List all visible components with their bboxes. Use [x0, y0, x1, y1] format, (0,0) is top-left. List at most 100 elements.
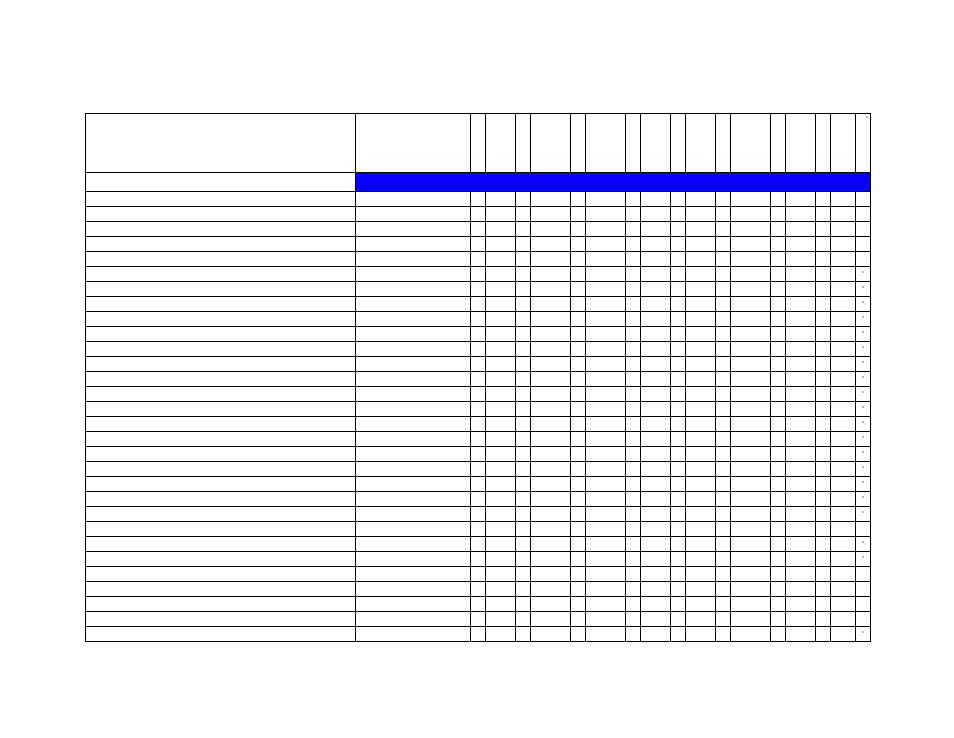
- cell[interactable]: [716, 387, 731, 402]
- cell[interactable]: [516, 357, 531, 372]
- cell[interactable]: [686, 342, 716, 357]
- cell[interactable]: [486, 477, 516, 492]
- cell[interactable]: [771, 357, 786, 372]
- cell[interactable]: [771, 387, 786, 402]
- header-cell[interactable]: [831, 114, 856, 173]
- cell[interactable]: [686, 252, 716, 267]
- cell[interactable]: [671, 402, 686, 417]
- cell[interactable]: [641, 462, 671, 477]
- cell[interactable]: [671, 612, 686, 627]
- cell[interactable]: °: [856, 312, 871, 327]
- cell[interactable]: [816, 297, 831, 312]
- cell[interactable]: [531, 492, 571, 507]
- cell[interactable]: [531, 327, 571, 342]
- cell[interactable]: [786, 552, 816, 567]
- cell[interactable]: [486, 267, 516, 282]
- cell[interactable]: [471, 627, 486, 642]
- cell[interactable]: [786, 417, 816, 432]
- cell[interactable]: [86, 522, 356, 537]
- cell[interactable]: [471, 297, 486, 312]
- cell[interactable]: [786, 522, 816, 537]
- cell[interactable]: [816, 312, 831, 327]
- cell[interactable]: [816, 522, 831, 537]
- cell[interactable]: [856, 597, 871, 612]
- cell[interactable]: [356, 612, 471, 627]
- cell[interactable]: °: [856, 627, 871, 642]
- cell[interactable]: [356, 417, 471, 432]
- cell[interactable]: [816, 417, 831, 432]
- cell[interactable]: [516, 342, 531, 357]
- cell[interactable]: [816, 537, 831, 552]
- cell[interactable]: [86, 567, 356, 582]
- cell[interactable]: [641, 597, 671, 612]
- cell[interactable]: [641, 507, 671, 522]
- cell[interactable]: [731, 327, 771, 342]
- cell[interactable]: [86, 327, 356, 342]
- cell[interactable]: [671, 582, 686, 597]
- cell[interactable]: [731, 237, 771, 252]
- cell[interactable]: [686, 312, 716, 327]
- cell[interactable]: [731, 282, 771, 297]
- cell[interactable]: [626, 597, 641, 612]
- cell[interactable]: [671, 282, 686, 297]
- cell[interactable]: [516, 432, 531, 447]
- cell[interactable]: [626, 522, 641, 537]
- cell[interactable]: [641, 342, 671, 357]
- cell[interactable]: [571, 357, 586, 372]
- cell[interactable]: [531, 477, 571, 492]
- cell[interactable]: [471, 387, 486, 402]
- cell[interactable]: [516, 192, 531, 207]
- cell[interactable]: [831, 597, 856, 612]
- cell[interactable]: [786, 567, 816, 582]
- cell[interactable]: [531, 507, 571, 522]
- cell[interactable]: [626, 402, 641, 417]
- cell[interactable]: [641, 252, 671, 267]
- cell[interactable]: [516, 417, 531, 432]
- cell[interactable]: [716, 552, 731, 567]
- cell[interactable]: [356, 402, 471, 417]
- cell[interactable]: [626, 297, 641, 312]
- cell[interactable]: [486, 312, 516, 327]
- cell[interactable]: [516, 387, 531, 402]
- cell[interactable]: [586, 432, 626, 447]
- cell[interactable]: [86, 252, 356, 267]
- cell[interactable]: [626, 417, 641, 432]
- cell[interactable]: [731, 612, 771, 627]
- cell[interactable]: [771, 342, 786, 357]
- cell[interactable]: [786, 237, 816, 252]
- cell[interactable]: [831, 252, 856, 267]
- cell[interactable]: [516, 297, 531, 312]
- cell[interactable]: [686, 192, 716, 207]
- cell[interactable]: [731, 357, 771, 372]
- cell[interactable]: [486, 597, 516, 612]
- cell[interactable]: [516, 567, 531, 582]
- cell[interactable]: [856, 582, 871, 597]
- cell[interactable]: [626, 447, 641, 462]
- cell[interactable]: [686, 492, 716, 507]
- cell[interactable]: [686, 267, 716, 282]
- cell[interactable]: [356, 342, 471, 357]
- cell[interactable]: [686, 282, 716, 297]
- cell[interactable]: [356, 372, 471, 387]
- cell[interactable]: [531, 627, 571, 642]
- cell[interactable]: [586, 387, 626, 402]
- cell[interactable]: [786, 537, 816, 552]
- cell[interactable]: [516, 462, 531, 477]
- header-cell[interactable]: [471, 114, 486, 173]
- cell[interactable]: [571, 327, 586, 342]
- cell[interactable]: [531, 267, 571, 282]
- cell[interactable]: [771, 297, 786, 312]
- cell[interactable]: [356, 537, 471, 552]
- cell[interactable]: [716, 192, 731, 207]
- cell[interactable]: [356, 597, 471, 612]
- cell[interactable]: [356, 297, 471, 312]
- cell[interactable]: [531, 612, 571, 627]
- band-left-cell[interactable]: [86, 173, 356, 192]
- cell[interactable]: [471, 237, 486, 252]
- cell[interactable]: [586, 372, 626, 387]
- header-cell[interactable]: [671, 114, 686, 173]
- cell[interactable]: [686, 417, 716, 432]
- cell[interactable]: [671, 237, 686, 252]
- cell[interactable]: [716, 342, 731, 357]
- cell[interactable]: [856, 192, 871, 207]
